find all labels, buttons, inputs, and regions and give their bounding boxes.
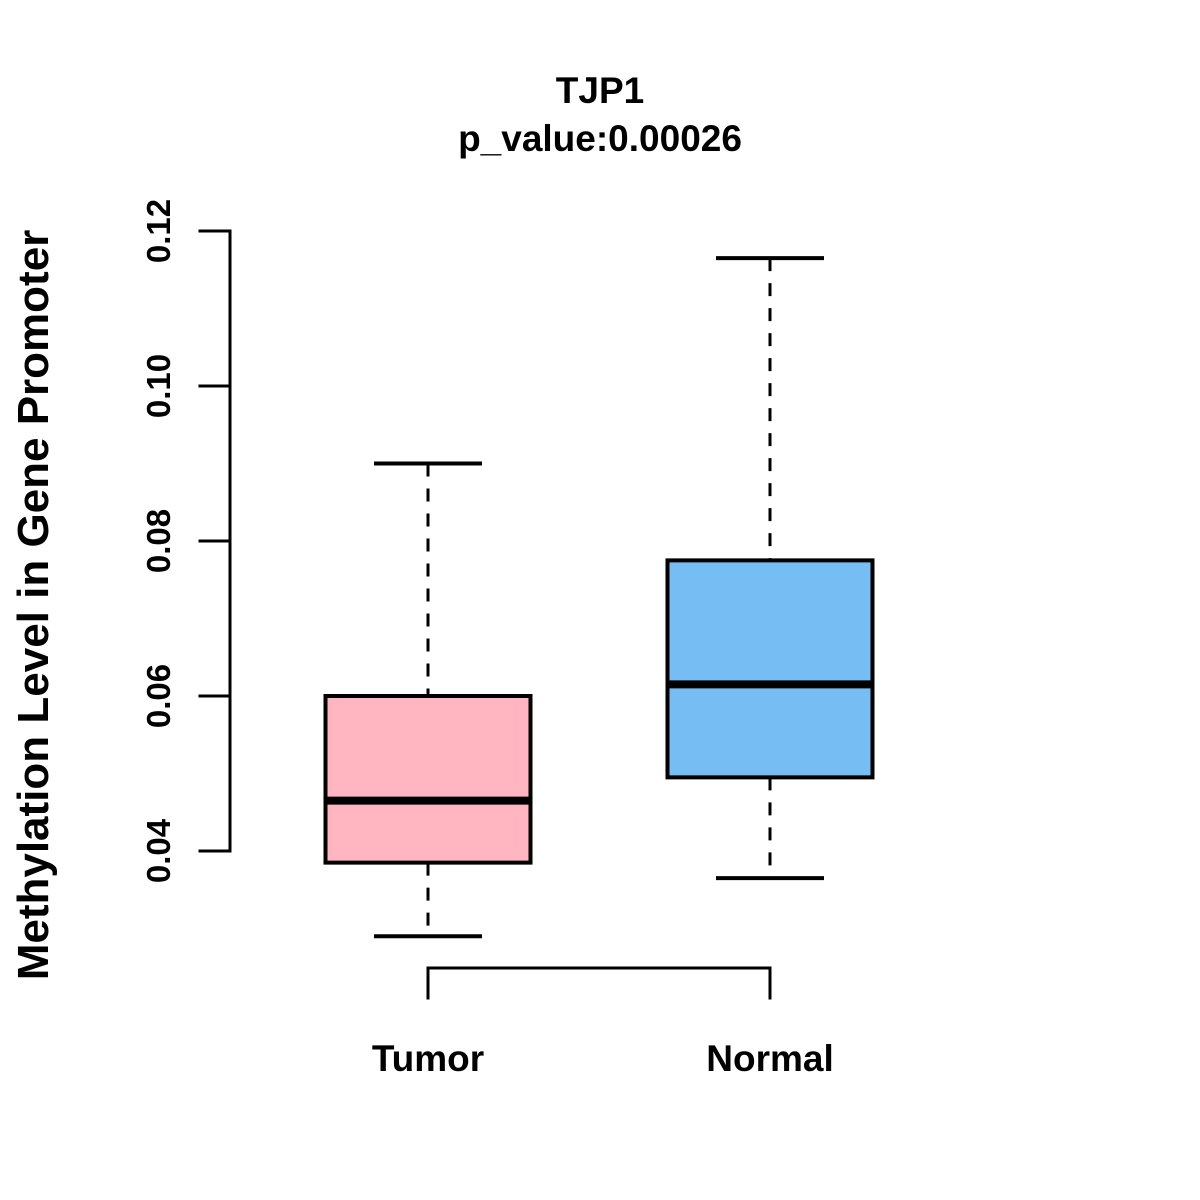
x-category-label: Normal [706,1038,833,1079]
y-tick-label: 0.12 [140,199,177,263]
y-axis-label: Methylation Level in Gene Promoter [9,230,58,981]
chart-subtitle: p_value:0.00026 [458,118,742,159]
boxplot-normal [665,256,875,881]
x-category-label: Tumor [372,1038,484,1079]
axes: 0.04 0.06 0.08 0.10 0.12 [140,199,772,1000]
y-tick-label: 0.04 [140,818,177,883]
boxplot-tumor [323,461,533,939]
y-tick-label: 0.10 [140,354,177,418]
iqr-box [665,558,875,780]
y-tick-label: 0.06 [140,664,177,728]
boxes [323,256,875,939]
x-category-labels: Tumor Normal [372,1038,834,1079]
chart-title: TJP1 [556,70,644,111]
y-tick-label: 0.08 [140,509,177,573]
iqr-box [323,694,533,865]
